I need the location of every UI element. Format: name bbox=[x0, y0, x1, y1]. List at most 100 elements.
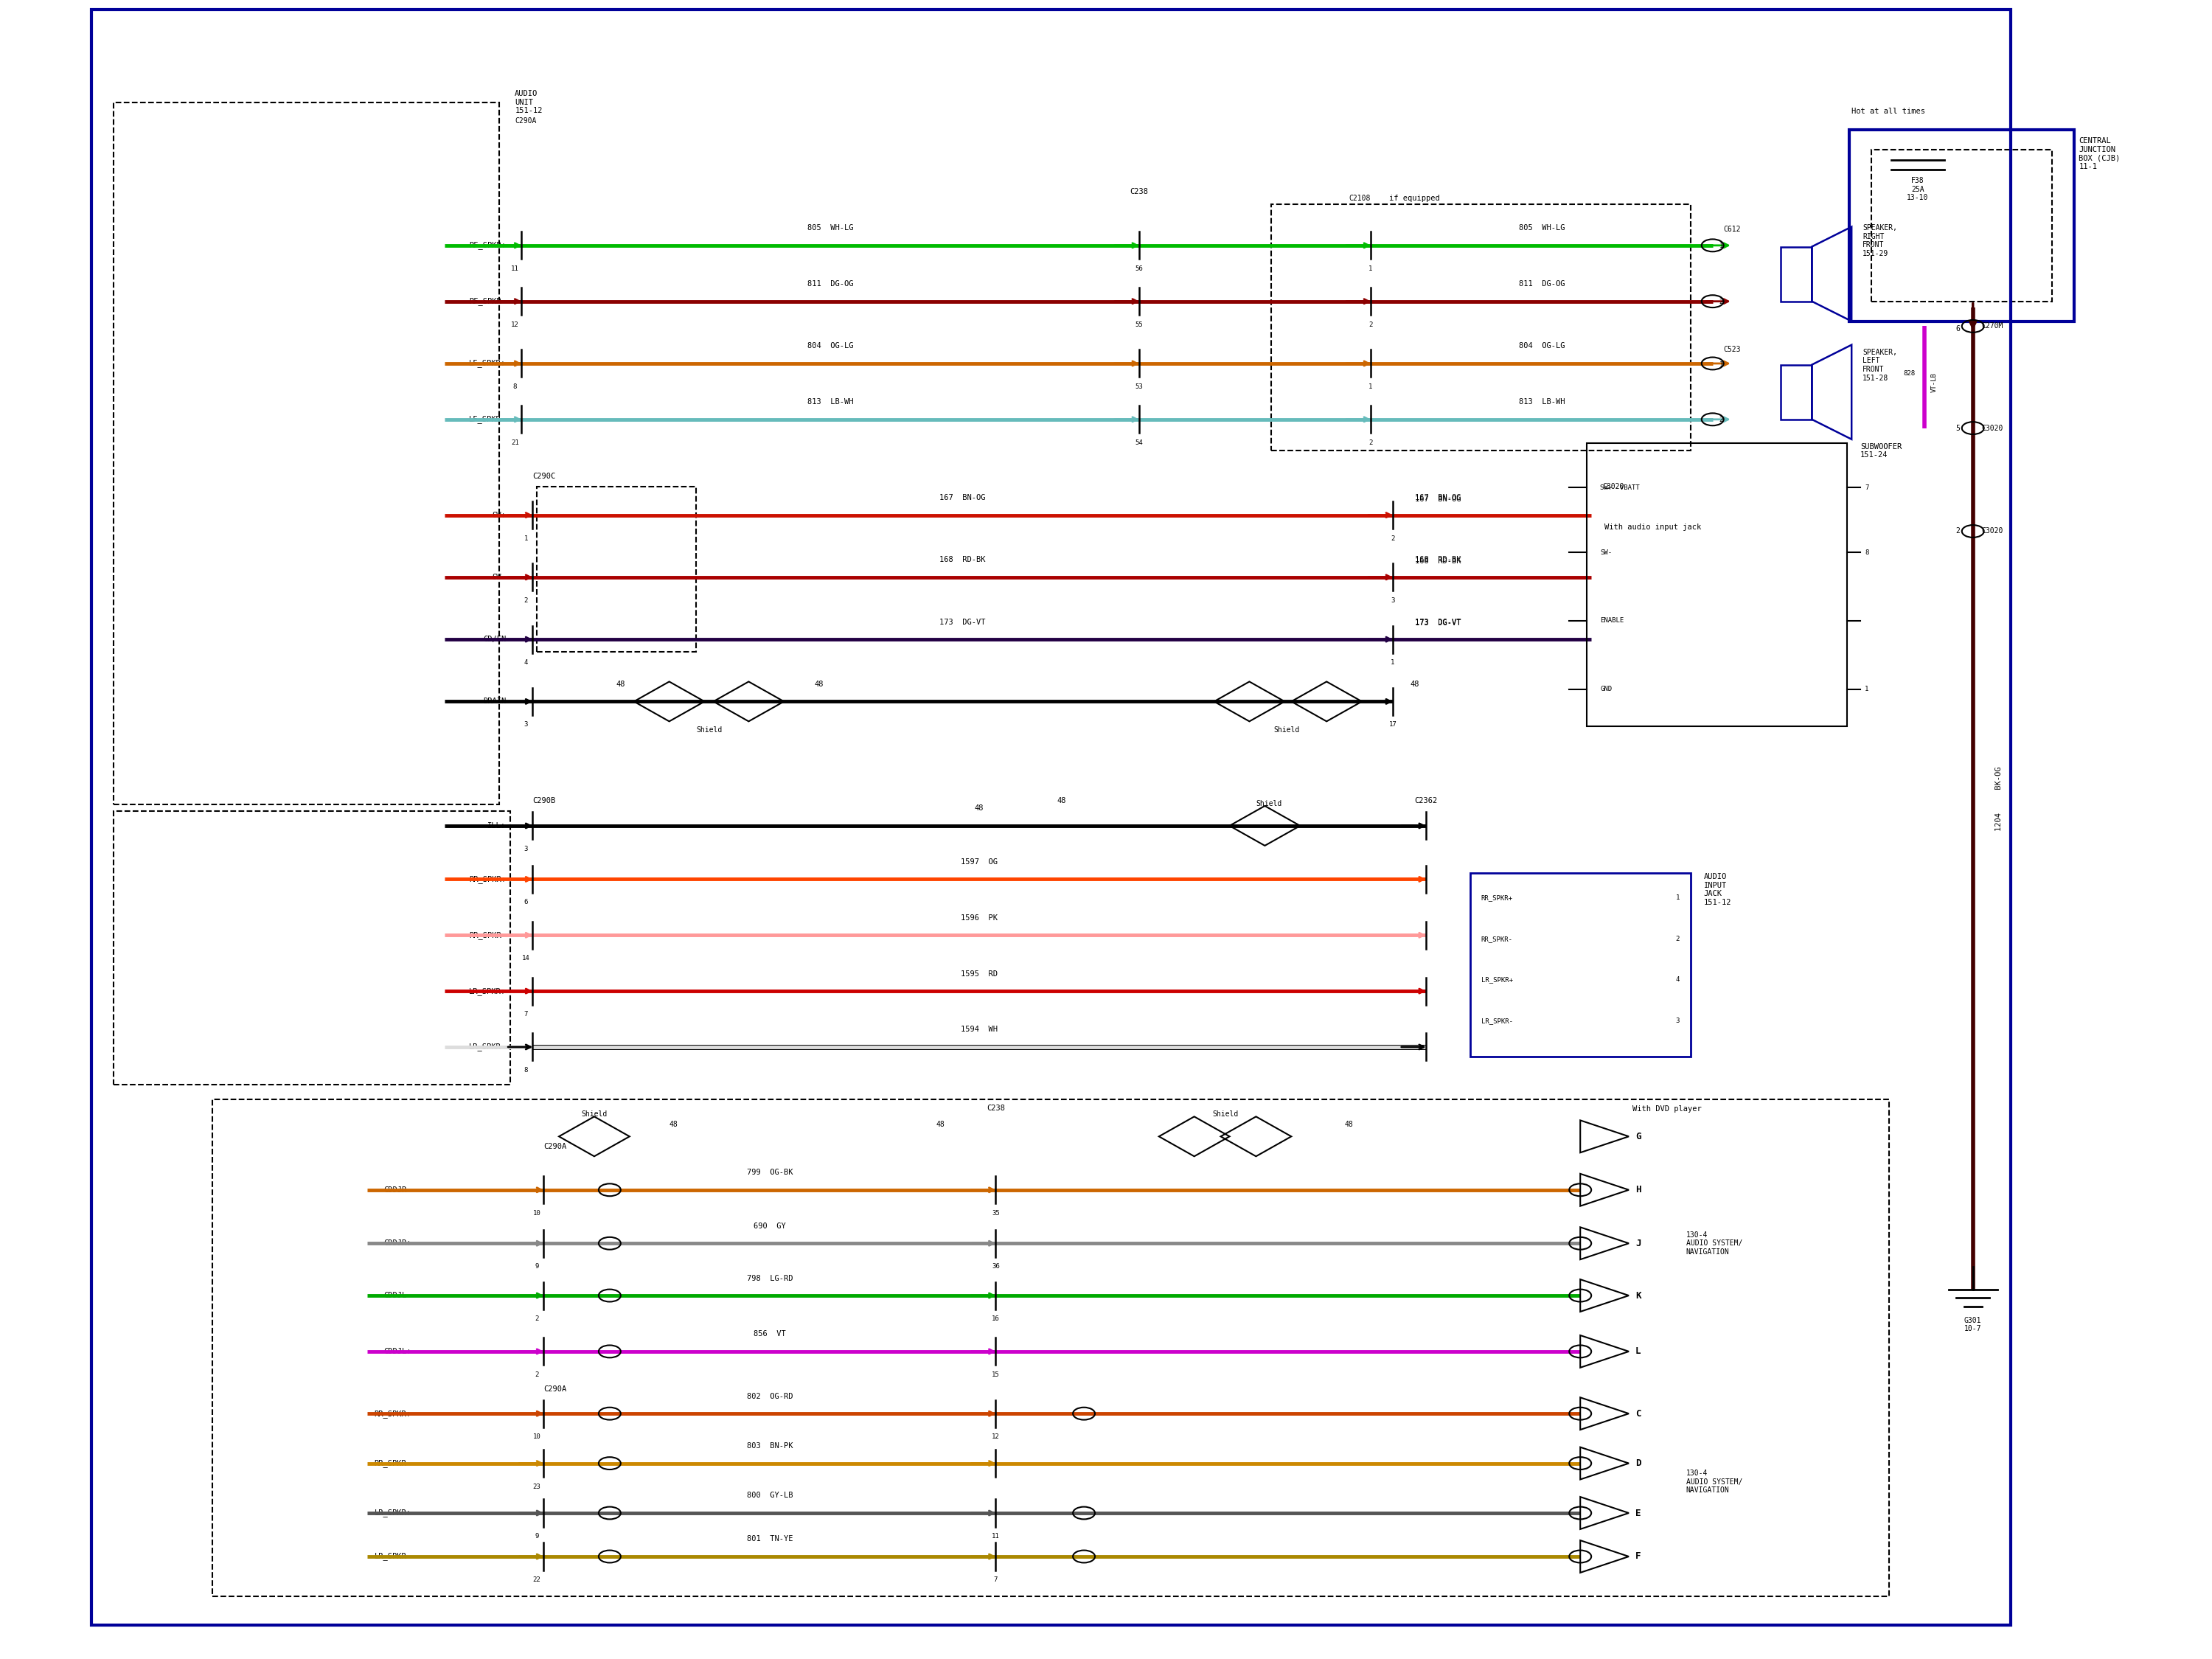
Text: RR_SPKR-: RR_SPKR- bbox=[469, 931, 507, 939]
Text: LR_SPKR+: LR_SPKR+ bbox=[469, 987, 507, 995]
Text: 2: 2 bbox=[524, 597, 529, 604]
Text: C238: C238 bbox=[1130, 189, 1148, 196]
Text: C2362: C2362 bbox=[1413, 798, 1438, 805]
Text: LR_SPKR-: LR_SPKR- bbox=[374, 1553, 411, 1561]
Text: 21: 21 bbox=[511, 440, 520, 446]
Text: C290A: C290A bbox=[544, 1143, 566, 1150]
Text: 48: 48 bbox=[1057, 798, 1066, 805]
Text: CDDJL+: CDDJL+ bbox=[383, 1347, 411, 1355]
Text: 690  GY: 690 GY bbox=[754, 1223, 785, 1229]
Text: 2: 2 bbox=[535, 1372, 540, 1379]
Text: 3: 3 bbox=[1674, 1017, 1679, 1024]
Text: C2108: C2108 bbox=[1349, 194, 1371, 202]
Text: 2: 2 bbox=[1719, 299, 1723, 305]
Text: LF_SPKR-: LF_SPKR- bbox=[469, 415, 507, 423]
Text: 804  OG-LG: 804 OG-LG bbox=[807, 342, 854, 350]
Text: RF_SPKR-: RF_SPKR- bbox=[469, 297, 507, 305]
Text: RR_SPKR+: RR_SPKR+ bbox=[469, 876, 507, 883]
Text: SW-: SW- bbox=[1599, 549, 1613, 556]
Text: 1: 1 bbox=[1391, 659, 1396, 665]
Text: 798  LG-RD: 798 LG-RD bbox=[748, 1274, 792, 1282]
Text: 802  OG-RD: 802 OG-RD bbox=[748, 1392, 792, 1400]
Text: CDDJR+: CDDJR+ bbox=[383, 1239, 411, 1248]
Text: RF_SPKR+: RF_SPKR+ bbox=[469, 242, 507, 249]
Text: ILL+: ILL+ bbox=[487, 823, 507, 830]
Text: if equipped: if equipped bbox=[1389, 194, 1440, 202]
Text: 7: 7 bbox=[1865, 484, 1869, 491]
Text: SW+: SW+ bbox=[493, 511, 507, 519]
Text: 813  LB-WH: 813 LB-WH bbox=[1520, 398, 1564, 406]
Text: 14: 14 bbox=[522, 956, 531, 962]
Text: 3: 3 bbox=[524, 722, 529, 728]
Text: G301
10-7: G301 10-7 bbox=[1964, 1317, 1982, 1332]
Text: RR_SPKR-: RR_SPKR- bbox=[374, 1460, 411, 1467]
Text: 6: 6 bbox=[524, 899, 529, 906]
Text: 7: 7 bbox=[993, 1576, 998, 1583]
Text: 5: 5 bbox=[1955, 425, 1960, 431]
Text: Shield: Shield bbox=[582, 1110, 608, 1118]
Text: SUBWOOFER
151-24: SUBWOOFER 151-24 bbox=[1860, 443, 1902, 460]
Text: E: E bbox=[1635, 1508, 1641, 1518]
Text: 799  OG-BK: 799 OG-BK bbox=[748, 1170, 792, 1176]
Text: 1: 1 bbox=[1719, 242, 1723, 249]
Text: LR_SPKR-: LR_SPKR- bbox=[469, 1044, 507, 1052]
Text: C290A: C290A bbox=[544, 1385, 566, 1392]
Text: 48: 48 bbox=[617, 680, 626, 688]
Text: 800  GY-LB: 800 GY-LB bbox=[748, 1491, 792, 1500]
Text: 17: 17 bbox=[1389, 722, 1396, 728]
Text: Hot at all times: Hot at all times bbox=[1851, 108, 1924, 114]
Text: 48: 48 bbox=[814, 680, 823, 688]
Text: 12: 12 bbox=[991, 1433, 1000, 1440]
Text: 803  BN-PK: 803 BN-PK bbox=[748, 1442, 792, 1450]
Text: 9: 9 bbox=[535, 1533, 540, 1540]
Text: 1: 1 bbox=[1369, 383, 1374, 390]
Text: With DVD player: With DVD player bbox=[1632, 1105, 1701, 1113]
Text: SW-: SW- bbox=[493, 574, 507, 581]
Text: LR_SPKR+: LR_SPKR+ bbox=[1482, 977, 1513, 984]
Text: 168  RD-BK: 168 RD-BK bbox=[1416, 557, 1460, 564]
Text: 11: 11 bbox=[991, 1533, 1000, 1540]
Text: 48: 48 bbox=[975, 805, 984, 813]
Text: 1594  WH: 1594 WH bbox=[960, 1025, 998, 1034]
Text: DRAIN: DRAIN bbox=[482, 698, 507, 705]
Text: C290C: C290C bbox=[533, 473, 555, 481]
Text: C3020: C3020 bbox=[1982, 425, 2004, 431]
Text: 856  VT: 856 VT bbox=[754, 1331, 785, 1337]
Text: GND: GND bbox=[1599, 685, 1613, 692]
Text: RR_SPKR+: RR_SPKR+ bbox=[1482, 894, 1513, 901]
Text: 1595  RD: 1595 RD bbox=[960, 971, 998, 977]
Text: 12: 12 bbox=[511, 322, 520, 328]
Text: 55: 55 bbox=[1135, 322, 1144, 328]
Text: 23: 23 bbox=[533, 1483, 542, 1490]
Text: 11: 11 bbox=[511, 265, 520, 272]
Text: 36: 36 bbox=[991, 1262, 1000, 1269]
Text: 1: 1 bbox=[1719, 362, 1723, 368]
Text: 4: 4 bbox=[524, 659, 529, 665]
Text: 167  BN-OG: 167 BN-OG bbox=[940, 494, 987, 501]
Text: Shield: Shield bbox=[1274, 727, 1301, 733]
Text: 7: 7 bbox=[524, 1010, 529, 1017]
Text: 805  WH-LG: 805 WH-LG bbox=[807, 224, 854, 232]
Text: CD/EN: CD/EN bbox=[482, 635, 507, 644]
Text: F38
25A
13-10: F38 25A 13-10 bbox=[1907, 178, 1929, 201]
Text: 9: 9 bbox=[535, 1262, 540, 1269]
Text: 2: 2 bbox=[1369, 322, 1374, 328]
Text: VT-LB: VT-LB bbox=[1931, 372, 1938, 392]
Text: 22: 22 bbox=[533, 1576, 542, 1583]
Text: 167  BN-OG: 167 BN-OG bbox=[1416, 494, 1460, 501]
Text: 3: 3 bbox=[524, 846, 529, 853]
Text: 173  DG-VT: 173 DG-VT bbox=[1416, 619, 1460, 627]
Text: 173  DG-VT: 173 DG-VT bbox=[1416, 619, 1460, 625]
Text: Shield: Shield bbox=[1256, 800, 1283, 808]
Text: 48: 48 bbox=[1411, 680, 1420, 688]
Text: 168  RD-BK: 168 RD-BK bbox=[1416, 556, 1460, 564]
Text: C612: C612 bbox=[1723, 226, 1741, 232]
Text: 1204     BK-OG: 1204 BK-OG bbox=[1995, 766, 2002, 831]
Text: 48: 48 bbox=[670, 1120, 677, 1128]
Text: 3: 3 bbox=[1391, 597, 1396, 604]
Text: 4: 4 bbox=[1674, 977, 1679, 984]
Text: RR_SPKR+: RR_SPKR+ bbox=[374, 1410, 411, 1417]
Text: 8: 8 bbox=[513, 383, 518, 390]
Text: 2: 2 bbox=[535, 1316, 540, 1322]
Text: 173  DG-VT: 173 DG-VT bbox=[940, 619, 987, 625]
